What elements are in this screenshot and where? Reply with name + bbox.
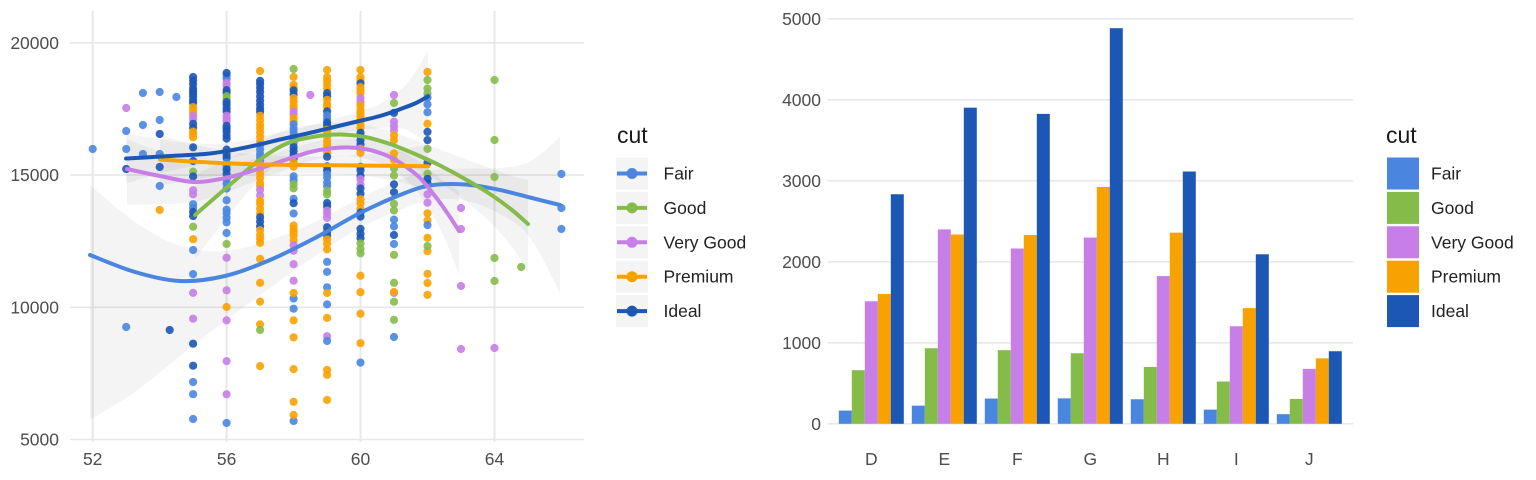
svg-text:Premium: Premium xyxy=(664,267,734,287)
svg-text:60: 60 xyxy=(351,449,371,469)
svg-text:Ideal: Ideal xyxy=(664,301,702,321)
svg-text:5000: 5000 xyxy=(20,430,59,450)
svg-text:H: H xyxy=(1157,449,1170,469)
svg-text:0: 0 xyxy=(811,414,821,434)
svg-text:1000: 1000 xyxy=(782,333,821,353)
svg-text:G: G xyxy=(1083,449,1097,469)
svg-text:5000: 5000 xyxy=(782,9,821,29)
svg-text:10000: 10000 xyxy=(10,297,59,317)
svg-text:Fair: Fair xyxy=(1431,164,1461,184)
svg-text:Premium: Premium xyxy=(1431,267,1501,287)
svg-text:E: E xyxy=(938,449,950,469)
svg-text:F: F xyxy=(1012,449,1023,469)
svg-text:2000: 2000 xyxy=(782,252,821,272)
svg-text:Good: Good xyxy=(664,198,707,218)
svg-text:3000: 3000 xyxy=(782,171,821,191)
svg-text:Very Good: Very Good xyxy=(664,232,747,252)
svg-text:I: I xyxy=(1234,449,1239,469)
svg-text:D: D xyxy=(865,449,878,469)
svg-text:4000: 4000 xyxy=(782,90,821,110)
svg-text:52: 52 xyxy=(83,449,102,469)
svg-text:Ideal: Ideal xyxy=(1431,301,1469,321)
svg-text:J: J xyxy=(1305,449,1314,469)
svg-text:56: 56 xyxy=(217,449,236,469)
svg-text:Very Good: Very Good xyxy=(1431,232,1514,252)
svg-text:20000: 20000 xyxy=(10,33,59,53)
svg-text:Good: Good xyxy=(1431,198,1474,218)
svg-text:15000: 15000 xyxy=(10,165,59,185)
svg-text:cut: cut xyxy=(617,122,648,148)
svg-text:Fair: Fair xyxy=(664,164,694,184)
svg-text:64: 64 xyxy=(485,449,505,469)
svg-text:cut: cut xyxy=(1386,122,1417,148)
